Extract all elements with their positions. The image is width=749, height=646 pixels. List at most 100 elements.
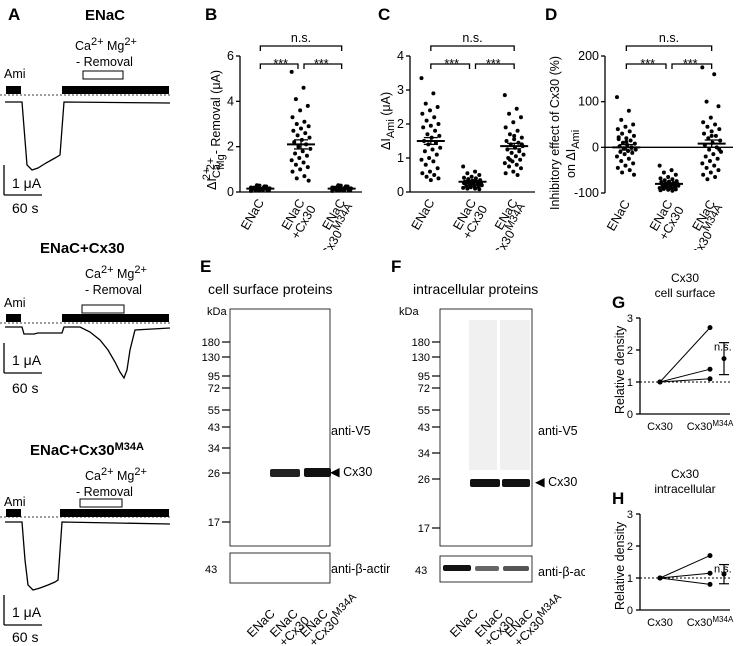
y-tick-label: 0: [592, 140, 599, 154]
sig-bracket: [303, 63, 343, 69]
y-tick-label: 0: [627, 409, 633, 421]
data-point: [705, 177, 710, 182]
data-point: [666, 175, 671, 180]
blot-title: intracellular proteins: [413, 281, 538, 297]
sig-label: ***: [273, 57, 288, 71]
sig-bracket: [430, 63, 471, 69]
sig-label: n.s.: [714, 564, 732, 576]
data-point: [303, 131, 308, 136]
data-point: [616, 135, 621, 140]
data-point: [422, 149, 427, 154]
data-point: [704, 99, 709, 104]
y-tick-label: 0: [627, 605, 633, 617]
data-point: [700, 161, 705, 166]
panel-title: Cx30: [671, 271, 699, 285]
ami-label: Ami: [4, 296, 26, 310]
ami-bar-2: [62, 86, 169, 94]
marker-label: 55: [208, 405, 220, 417]
data-point: [290, 169, 295, 174]
data-point: [432, 173, 437, 177]
mean-point: [721, 356, 727, 362]
data-point: [294, 176, 299, 181]
data-point: [502, 93, 507, 98]
data-point: [424, 174, 429, 179]
data-point: [619, 117, 624, 122]
data-point: [420, 171, 425, 176]
x-category-label: Cx30: [647, 617, 673, 629]
marker-label: 55: [418, 405, 430, 417]
panel-f-label: F: [391, 260, 401, 276]
y-tick-label: 2: [397, 117, 404, 131]
data-point: [435, 166, 440, 171]
trace-enac-cx30-m34a: ENaC+Cx30M34A Ca2+ Mg2+ - Removal Ami 1 …: [0, 441, 171, 645]
blot-title: cell surface proteins: [208, 281, 333, 297]
actin-band-lane3: [503, 566, 529, 571]
x-category-label: ENaC: [604, 198, 633, 234]
data-point: [657, 163, 662, 168]
data-point: [507, 132, 512, 137]
panel-subtitle: cell surface: [655, 286, 716, 300]
y-tick-label: 0: [227, 185, 234, 199]
actin-label: anti-β-actin: [538, 565, 585, 579]
panel-label: H: [612, 489, 624, 508]
data-point: [516, 140, 521, 145]
panel-d-chart: D -100 0 100 200 n.s. *** *** ENaC ENaC+Cx30 ENaC+…: [545, 5, 733, 250]
data-point: [298, 167, 303, 172]
panel-e-label: E: [200, 260, 211, 276]
data-point: [421, 125, 426, 130]
panel-label: B: [205, 5, 217, 24]
data-point: [716, 104, 721, 109]
data-point: [505, 147, 510, 152]
y-tick-label: 4: [227, 94, 234, 108]
panel-subtitle: intracellular: [654, 482, 715, 496]
data-point: [709, 129, 714, 134]
marker-label: 34: [418, 448, 430, 460]
trace-title: ENaC+Cx30M34A: [30, 441, 144, 459]
data-point: [473, 186, 478, 191]
actin-membrane: [229, 552, 331, 584]
x-category-label: ENaC+Cx30: [645, 197, 687, 242]
kda-label: kDa: [399, 306, 419, 318]
trace-enac: ENaC Ca2+ Mg2+ - Removal Ami 1 μA 60 s: [0, 7, 171, 216]
cx30-band-lane3: [304, 468, 331, 477]
data-point: [289, 158, 294, 163]
data-point: [624, 139, 629, 144]
data-point: [293, 162, 298, 167]
data-point: [433, 128, 438, 133]
data-point: [296, 144, 301, 149]
data-point: [509, 150, 514, 155]
removal-bar: [79, 498, 123, 508]
data-point: [308, 146, 313, 151]
data-point: [461, 185, 466, 190]
y-tick-label: 1: [627, 377, 633, 389]
data-point: [615, 165, 620, 170]
data-point: [627, 168, 632, 173]
data-point: [302, 174, 307, 179]
sig-label: ***: [444, 57, 459, 71]
data-point: [507, 111, 512, 116]
ami-bar: [6, 86, 21, 94]
data-point: [299, 126, 303, 131]
data-point: [515, 173, 520, 177]
data-point: [304, 153, 309, 158]
data-point: [701, 172, 706, 177]
data-point: [290, 115, 295, 120]
data-point: [518, 115, 523, 120]
marker-label: 26: [418, 474, 430, 486]
y-axis-label: ΔIAmi (μA): [379, 92, 397, 150]
data-point: [511, 120, 516, 125]
solution-label: Ca2+ Mg2+: [75, 36, 137, 53]
data-point: [711, 152, 716, 157]
scale-current-label: 1 μA: [12, 604, 42, 620]
data-point: [627, 129, 632, 134]
cx30-band-lane3: [502, 479, 530, 487]
data-point: [630, 150, 635, 155]
data-point: [503, 125, 508, 130]
data-point: [425, 132, 430, 137]
protein-smear: [469, 320, 530, 470]
marker-label: 17: [418, 523, 430, 535]
data-point: [707, 553, 713, 559]
